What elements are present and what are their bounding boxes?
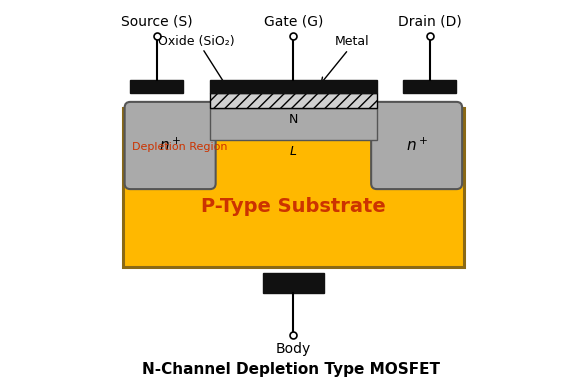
Bar [210, 93, 377, 108]
Text: Drain (D): Drain (D) [398, 15, 462, 29]
Bar [131, 80, 184, 93]
Text: Source (S): Source (S) [121, 15, 193, 29]
Text: N: N [289, 113, 298, 126]
FancyBboxPatch shape [371, 102, 462, 189]
Text: $n^+$: $n^+$ [159, 137, 181, 154]
Text: Depletion Region: Depletion Region [132, 142, 228, 152]
Bar [210, 80, 377, 93]
Text: Body: Body [276, 342, 311, 356]
Text: Metal: Metal [335, 35, 370, 48]
Text: N-Channel Depletion Type MOSFET: N-Channel Depletion Type MOSFET [142, 363, 441, 377]
Text: P-Type Substrate: P-Type Substrate [201, 197, 386, 216]
Text: Gate (G): Gate (G) [264, 15, 323, 29]
Bar [403, 80, 456, 93]
Text: L: L [290, 145, 297, 158]
Bar [263, 272, 324, 293]
Bar [123, 108, 464, 267]
Text: Oxide (SiO₂): Oxide (SiO₂) [159, 35, 235, 48]
FancyBboxPatch shape [125, 102, 216, 189]
Text: $n^+$: $n^+$ [406, 137, 428, 154]
Bar [210, 108, 377, 140]
